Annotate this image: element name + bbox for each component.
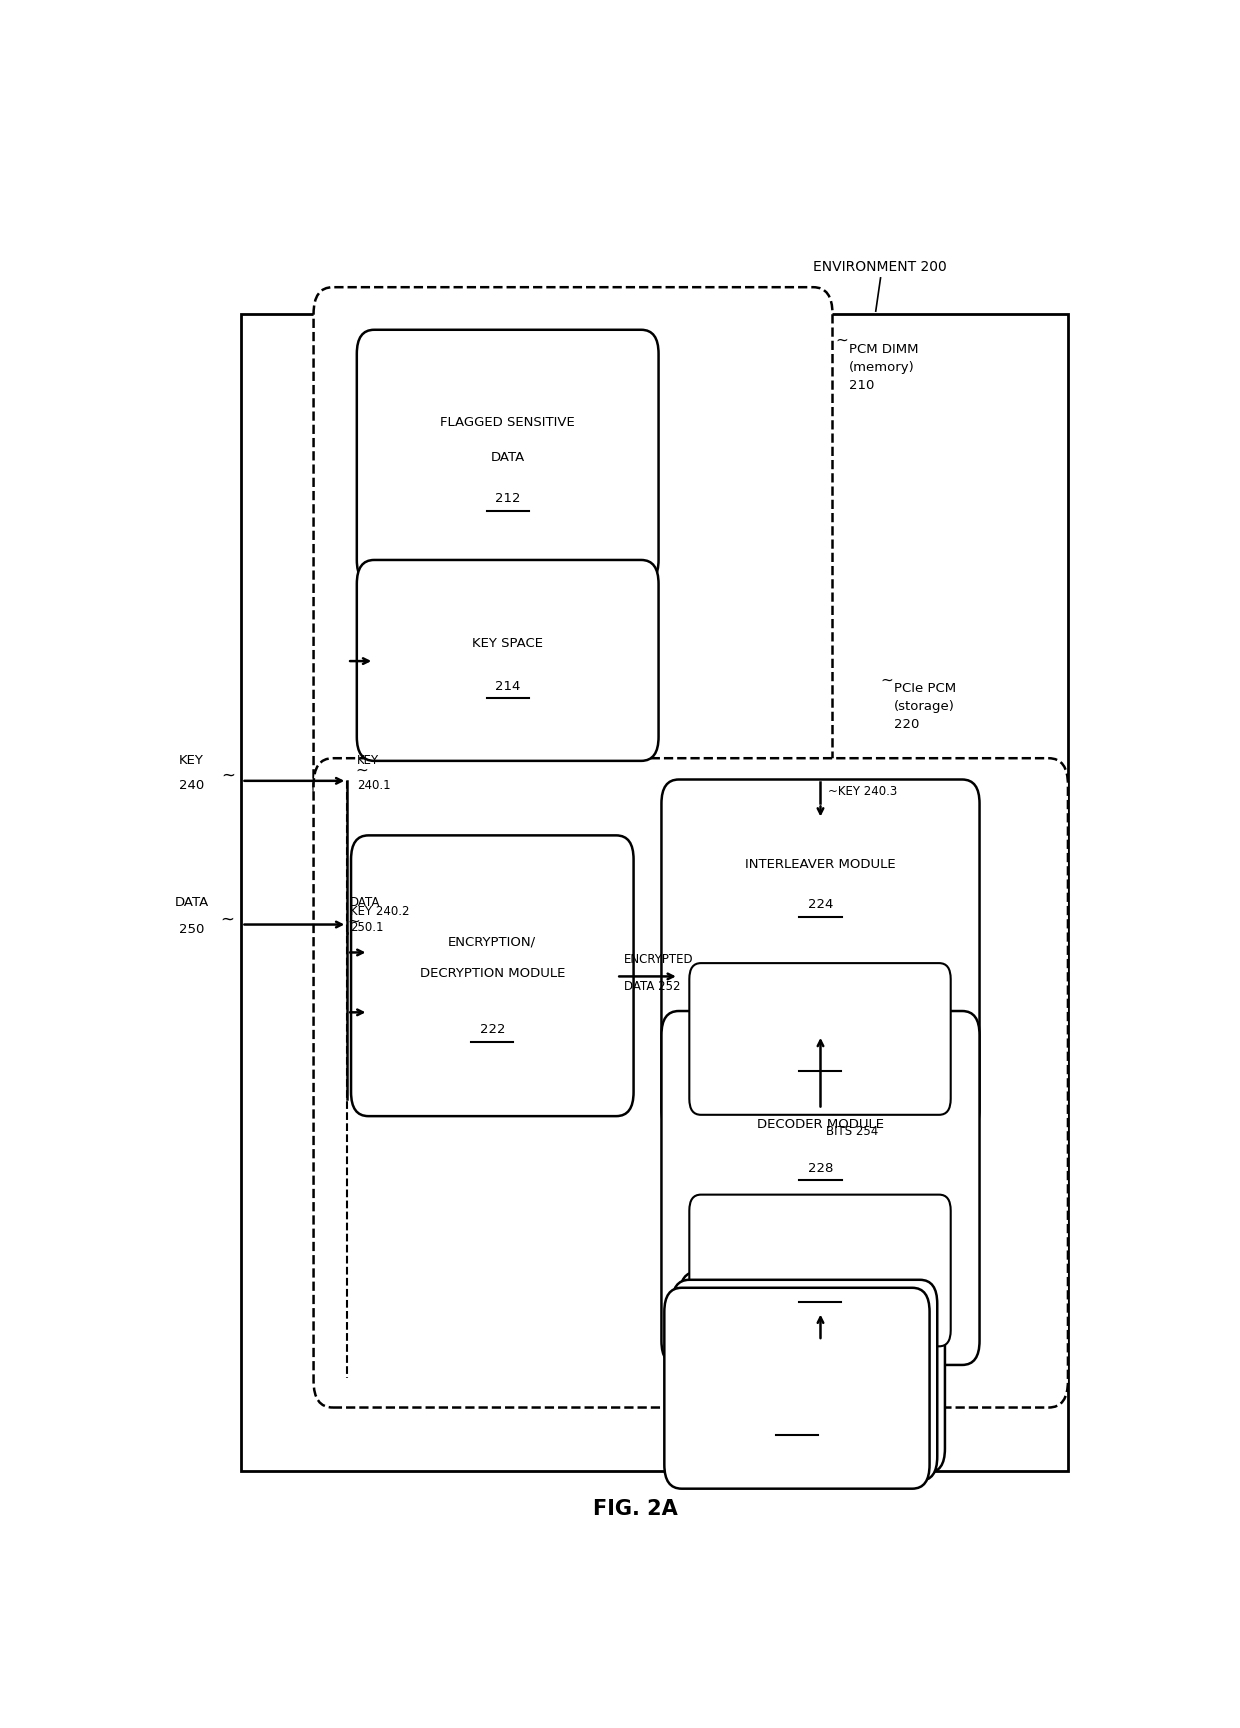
Text: DECODER MODULE: DECODER MODULE [756, 1118, 884, 1130]
Text: ~KEY 240.3: ~KEY 240.3 [828, 786, 897, 798]
Text: PCIe PCM
(storage)
220: PCIe PCM (storage) 220 [894, 683, 956, 731]
FancyBboxPatch shape [680, 1272, 945, 1472]
FancyBboxPatch shape [665, 1287, 930, 1490]
Text: DECRYPTION MODULE: DECRYPTION MODULE [419, 968, 565, 980]
Text: ~: ~ [355, 762, 367, 778]
Text: DATA: DATA [350, 895, 381, 909]
Text: ENVIRONMENT 200: ENVIRONMENT 200 [813, 261, 947, 275]
Text: 228: 228 [807, 1161, 833, 1175]
FancyBboxPatch shape [357, 560, 658, 760]
Text: KEY 240.2: KEY 240.2 [350, 905, 409, 918]
Text: ~: ~ [347, 914, 360, 930]
FancyBboxPatch shape [661, 1011, 980, 1365]
Text: ENCRYPTION/: ENCRYPTION/ [448, 935, 537, 949]
Text: CONFIG. INFO: CONFIG. INFO [775, 1246, 866, 1260]
Text: KEY: KEY [357, 753, 379, 767]
Text: ~: ~ [219, 911, 234, 928]
Text: 230: 230 [807, 1284, 833, 1298]
Text: 222: 222 [480, 1023, 505, 1037]
Text: ~: ~ [836, 334, 848, 347]
FancyBboxPatch shape [351, 835, 634, 1116]
FancyBboxPatch shape [314, 759, 1068, 1408]
Text: ENCRYPTED: ENCRYPTED [624, 954, 693, 966]
Text: PCM DIMM
(memory)
210: PCM DIMM (memory) 210 [849, 344, 919, 392]
Text: KEY: KEY [179, 753, 203, 767]
FancyBboxPatch shape [357, 330, 658, 584]
Text: 240.1: 240.1 [357, 779, 391, 791]
Text: 226: 226 [807, 1052, 833, 1066]
Text: ~: ~ [880, 672, 893, 688]
FancyBboxPatch shape [661, 779, 980, 1134]
Text: FIG. 2A: FIG. 2A [593, 1498, 678, 1519]
Text: ~: ~ [221, 767, 236, 785]
Text: 250.1: 250.1 [350, 921, 383, 935]
Text: DATA: DATA [175, 895, 208, 909]
Text: 214: 214 [495, 679, 521, 693]
Text: SHORTENED: SHORTENED [828, 1331, 900, 1344]
Text: ~ REORDERED: ~ REORDERED [826, 1102, 914, 1115]
Text: CONFIG. INFO: CONFIG. INFO [775, 1014, 866, 1028]
FancyBboxPatch shape [689, 1194, 951, 1346]
Text: 240: 240 [179, 779, 205, 791]
Text: FLAGGED SENSITIVE: FLAGGED SENSITIVE [440, 416, 575, 430]
Text: DATA: DATA [491, 451, 525, 465]
Bar [242, 314, 1068, 1472]
Text: KEY SPACE: KEY SPACE [472, 638, 543, 650]
Text: 250: 250 [179, 923, 205, 935]
FancyBboxPatch shape [689, 962, 951, 1115]
Text: 232: 232 [784, 1417, 810, 1431]
Text: BITS 254: BITS 254 [826, 1125, 878, 1137]
FancyBboxPatch shape [314, 287, 832, 812]
Text: INTERLEAVER MODULE: INTERLEAVER MODULE [745, 859, 895, 871]
FancyBboxPatch shape [672, 1280, 937, 1481]
Text: 212: 212 [495, 492, 521, 505]
Text: ~CODEWORD 256: ~CODEWORD 256 [821, 1350, 929, 1363]
Text: LDPC ENCODER/: LDPC ENCODER/ [766, 1085, 874, 1099]
Text: DATA 252: DATA 252 [624, 980, 681, 992]
Text: PCM: PCM [782, 1377, 812, 1393]
Text: 224: 224 [807, 899, 833, 911]
